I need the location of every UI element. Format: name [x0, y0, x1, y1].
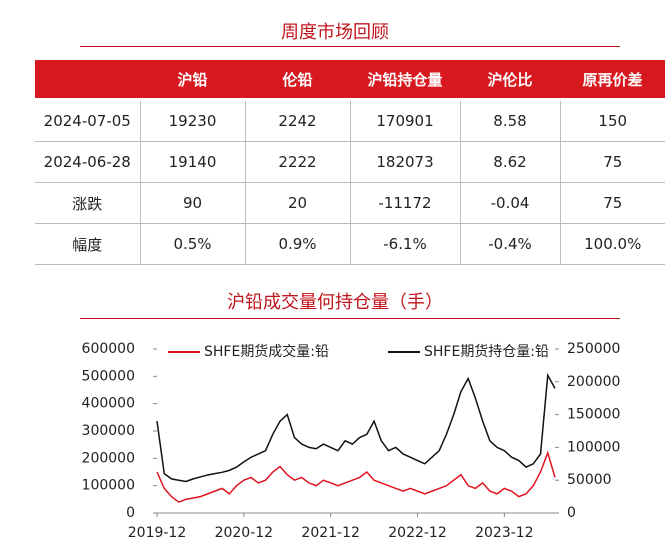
y2-tick-label: 150000 — [567, 407, 620, 423]
table-body: 2024-07-05 19230 2242 170901 8.58 150 2024-06-… — [35, 99, 665, 265]
x-tick-label: 2020-12 — [215, 525, 274, 541]
table-cell: 90 — [139, 182, 246, 224]
y2-tick-label: 250000 — [567, 341, 620, 357]
table-row: 2024-06-28 19140 2222 182073 8.62 75 — [35, 141, 665, 183]
series-line — [156, 372, 556, 483]
table-cell: 2242 — [244, 99, 351, 142]
table-cell: 幅度 — [35, 223, 141, 265]
table-cell: -6.1% — [349, 223, 461, 265]
table-row: 2024-07-05 19230 2242 170901 8.58 150 — [35, 99, 665, 142]
table-cell: 75 — [559, 182, 665, 224]
table-cell: 0.5% — [139, 223, 246, 265]
y-tick-label: 0 — [126, 505, 135, 521]
market-table: 沪铅 伦铅 沪铅持仓量 沪伦比 原再价差 2024-07-05 19230 2242 1709… — [35, 60, 665, 265]
series-line — [156, 450, 556, 503]
y2-tick-label: 0 — [567, 505, 576, 521]
header-cell: 伦铅 — [245, 60, 350, 101]
header-cell: 沪铅 — [140, 60, 245, 101]
header-row: 沪铅 伦铅 沪铅持仓量 沪伦比 原再价差 — [35, 60, 665, 101]
header-cell: 沪伦比 — [460, 60, 560, 101]
table-cell: 182073 — [349, 141, 461, 183]
y-tick-label: 400000 — [82, 396, 135, 412]
page-title: 周度市场回顾 — [281, 22, 389, 43]
x-tick-label: 2023-12 — [475, 525, 534, 541]
table-cell: -11172 — [349, 182, 461, 224]
y2-tick-label: 50000 — [567, 472, 612, 488]
y-tick-label: 100000 — [82, 478, 135, 494]
header-cell: 原再价差 — [560, 60, 665, 101]
header-cell — [35, 60, 140, 101]
table-cell: 75 — [559, 141, 665, 183]
table-row: 涨跌 90 20 -11172 -0.04 75 — [35, 182, 665, 224]
legend-label: SHFE期货持仓量:铅 — [424, 343, 549, 360]
table-cell: 2024-07-05 — [35, 99, 141, 142]
table-cell: 8.58 — [459, 99, 561, 142]
header-cell: 沪铅持仓量 — [350, 60, 460, 101]
table-cell: 0.9% — [244, 223, 351, 265]
table-cell: 150 — [559, 99, 665, 142]
x-tick-label: 2021-12 — [301, 525, 360, 541]
table-row: 幅度 0.5% 0.9% -6.1% -0.4% 100.0% — [35, 223, 665, 265]
table-cell: 19230 — [139, 99, 246, 142]
table-cell: -0.4% — [459, 223, 561, 265]
legend-label: SHFE期货成交量:铅 — [204, 343, 329, 360]
x-tick-label: 2019-12 — [128, 525, 187, 541]
y-tick-label: 200000 — [82, 450, 135, 466]
chart-title: 沪铅成交量何持仓量（手） — [227, 292, 443, 313]
table-cell: 100.0% — [559, 223, 665, 265]
table-cell: 19140 — [139, 141, 246, 183]
y2-tick-label: 100000 — [567, 439, 620, 455]
y-tick-label: 300000 — [82, 423, 135, 439]
y-tick-label: 600000 — [82, 341, 135, 357]
chart-rule — [80, 318, 620, 319]
y-tick-label: 500000 — [82, 368, 135, 384]
y2-tick-label: 200000 — [567, 374, 620, 390]
table-cell: 170901 — [349, 99, 461, 142]
title-rule — [80, 46, 620, 47]
x-tick-label: 2022-12 — [388, 525, 447, 541]
